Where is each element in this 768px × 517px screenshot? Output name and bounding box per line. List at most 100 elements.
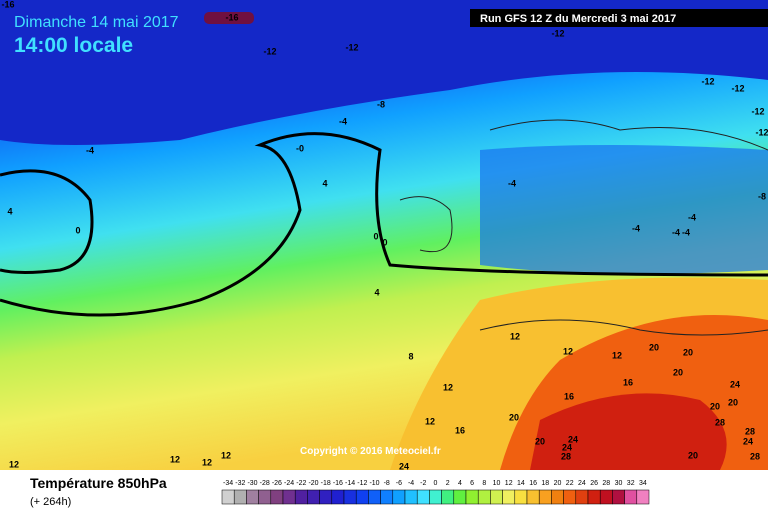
scale-swatch — [465, 489, 479, 505]
contour-label: -4 — [339, 116, 347, 126]
date: Dimanche 14 mai 2017 — [14, 14, 179, 31]
contour-label: 24 — [743, 436, 753, 446]
scale-swatch — [294, 489, 308, 505]
contour-label: -12 — [345, 42, 358, 52]
scale-swatch — [258, 489, 272, 505]
scale-label: 6 — [470, 480, 474, 487]
scale-label: 14 — [517, 480, 525, 487]
scale-label: -24 — [284, 480, 294, 487]
scale-swatch — [490, 489, 503, 505]
contour-label: -4 — [688, 212, 696, 222]
zero-isotherm — [0, 132, 768, 317]
scale-swatch — [429, 489, 442, 505]
contour-label: 16 — [455, 425, 465, 435]
contour-label: 4 — [7, 206, 12, 216]
scale-label: -34 — [223, 480, 233, 487]
scale-swatch — [343, 489, 357, 505]
scale-swatch — [416, 489, 430, 505]
contour-label: 0 — [382, 237, 387, 247]
scale-label: -8 — [384, 480, 390, 487]
scale-label: 16 — [529, 480, 537, 487]
contour-label: -12 — [755, 127, 768, 137]
contour-label: -12 — [731, 83, 744, 93]
contour-label: 8 — [408, 351, 413, 361]
scale-swatch — [612, 489, 625, 505]
scale-swatch — [331, 489, 345, 505]
scale-label: 30 — [615, 480, 623, 487]
contour-label: 16 — [564, 391, 574, 401]
contour-label: 12 — [425, 416, 435, 426]
scale-label: 22 — [566, 480, 574, 487]
scale-label: -30 — [247, 480, 257, 487]
scale-label: 28 — [602, 480, 610, 487]
contour-label: 20 — [683, 347, 693, 357]
contour-label: 24 — [730, 379, 740, 389]
scale-swatch — [551, 489, 564, 505]
contour-label: -4 — [672, 227, 680, 237]
local-time: 14:00 locale — [14, 34, 133, 57]
scale-label: 32 — [627, 480, 635, 487]
scale-label: -2 — [420, 480, 426, 487]
contour-label: 12 — [221, 450, 231, 460]
contour-label: 24 — [399, 461, 409, 471]
scale-swatch — [221, 489, 235, 505]
scale-swatch — [355, 489, 369, 505]
scale-label: -4 — [408, 480, 414, 487]
scale-label: 8 — [482, 480, 486, 487]
contour-label: 24 — [562, 442, 572, 452]
scale-swatch — [307, 489, 320, 505]
contour-label: 20 — [673, 367, 683, 377]
scale-label: -16 — [333, 480, 343, 487]
contour-label: 20 — [710, 401, 720, 411]
contour-label: 12 — [510, 331, 520, 341]
contour-label: 28 — [561, 451, 571, 461]
scale-label: 24 — [578, 480, 586, 487]
contour-label: 20 — [535, 436, 545, 446]
contour-label: 12 — [202, 457, 212, 467]
contour-label: 12 — [170, 454, 180, 464]
scale-label: -28 — [260, 480, 270, 487]
lead-time: (+ 264h) — [30, 496, 71, 508]
contour-label: 4 — [374, 287, 379, 297]
scale-swatch — [502, 489, 516, 505]
contour-label: 24 — [568, 434, 578, 444]
contour-label: -12 — [551, 28, 564, 38]
contour-label: 12 — [612, 350, 622, 360]
scale-swatch — [246, 489, 259, 505]
cool-zone — [480, 145, 768, 274]
contour-label: -8 — [758, 191, 766, 201]
scale-label: -26 — [272, 480, 282, 487]
contour-label: -4 — [508, 178, 516, 188]
contour-label: -16 — [225, 12, 238, 22]
contour-label: 20 — [649, 342, 659, 352]
scale-label: -20 — [308, 480, 318, 487]
scale-label: -14 — [345, 480, 355, 487]
scale-swatch — [319, 489, 333, 505]
contour-label: 0 — [373, 231, 378, 241]
contour-label: 20 — [728, 397, 738, 407]
scale-swatch — [380, 489, 394, 505]
scale-label: -18 — [321, 480, 331, 487]
scale-label: 34 — [639, 480, 647, 487]
scale-label: -12 — [357, 480, 367, 487]
scale-swatch — [441, 489, 455, 505]
contour-label: -4 — [682, 227, 690, 237]
scale-swatch — [563, 489, 577, 505]
hot-core — [530, 393, 727, 470]
scale-label: -10 — [369, 480, 379, 487]
contour-label: 4 — [322, 178, 327, 188]
scale-swatch — [538, 489, 552, 505]
scale-label: -6 — [396, 480, 402, 487]
contour-label: 28 — [745, 426, 755, 436]
contour-label: 20 — [688, 450, 698, 460]
cold-zone — [0, 0, 768, 145]
contour-label: -12 — [263, 46, 276, 56]
contour-label: 28 — [750, 451, 760, 461]
coastline — [399, 119, 768, 336]
scale-label: 0 — [434, 480, 438, 487]
scale-swatch — [514, 489, 528, 505]
zero-isotherm — [0, 169, 94, 274]
cold-core — [204, 12, 254, 24]
